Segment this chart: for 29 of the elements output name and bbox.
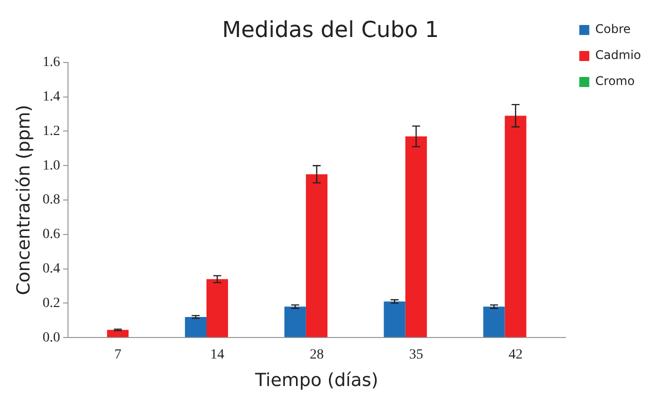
y-axis-title: Concentración (ppm)	[13, 104, 34, 296]
y-tick-label: 0.0	[42, 330, 60, 346]
x-axis-title: Tiempo (días)	[254, 370, 378, 391]
bar	[405, 136, 427, 338]
bar	[184, 316, 206, 338]
legend-label: Cadmio	[595, 48, 642, 62]
y-tick-label: 0.8	[42, 192, 60, 208]
bar	[483, 306, 505, 338]
bar	[107, 330, 129, 338]
chart-title: Medidas del Cubo 1	[222, 18, 439, 43]
y-tick-label: 1.4	[42, 89, 60, 104]
bar	[306, 174, 328, 338]
legend-label: Cromo	[595, 74, 635, 88]
bar	[504, 116, 526, 338]
y-tick-label: 1.0	[42, 158, 60, 174]
x-tick-label: 14	[210, 348, 224, 363]
y-tick-label: 0.4	[42, 261, 60, 276]
x-tick-label: 42	[508, 348, 523, 363]
bar	[284, 306, 306, 338]
x-tick-label: 35	[409, 348, 424, 363]
y-tick-label: 0.2	[42, 296, 60, 311]
x-tick-label: 28	[310, 348, 324, 363]
y-tick-label: 1.6	[42, 55, 60, 70]
y-tick-label: 1.2	[42, 124, 60, 139]
bar	[206, 279, 228, 338]
legend-label: Cobre	[595, 22, 631, 36]
y-tick-label: 0.6	[42, 227, 60, 242]
x-tick-label: 7	[114, 348, 122, 363]
bar	[384, 301, 406, 338]
